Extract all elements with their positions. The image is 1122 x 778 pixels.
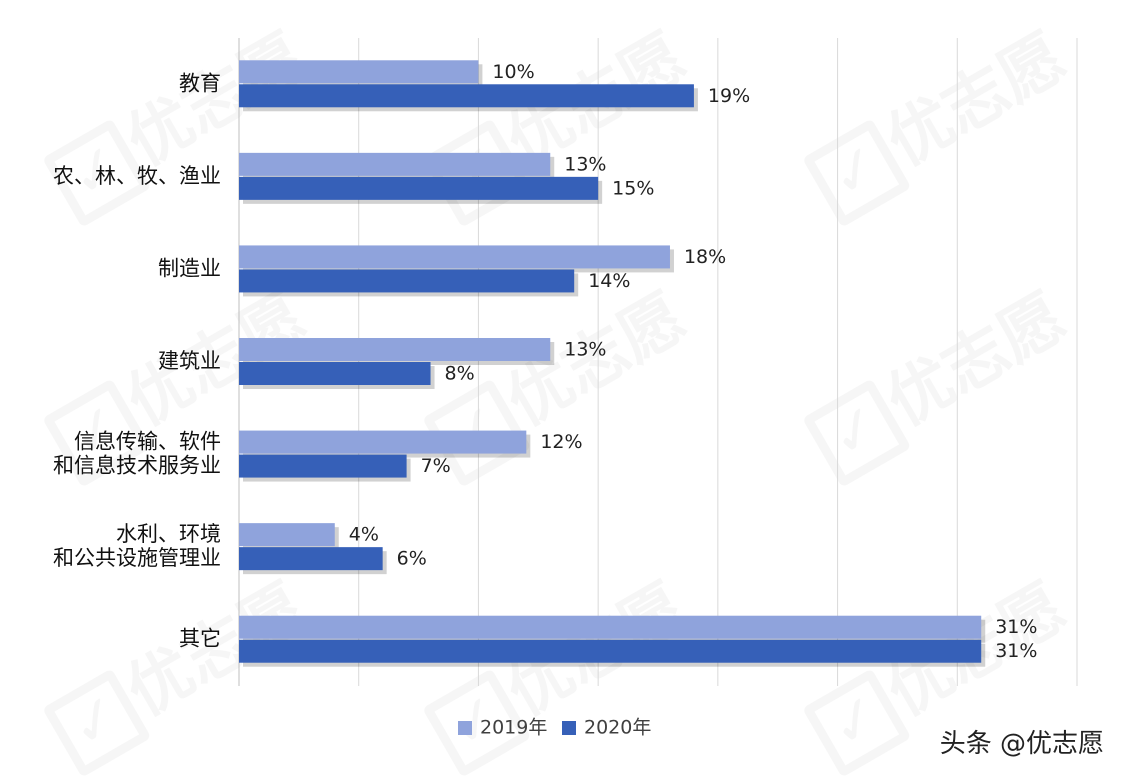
data-label: 19% [708,85,750,107]
bar-2019 [239,430,527,454]
data-label: 12% [540,431,582,453]
bar-2019 [239,245,670,269]
legend-label: 2019年 [480,717,547,739]
data-label: 15% [612,177,654,199]
data-label: 4% [349,524,379,546]
bar-2019 [239,60,479,84]
category-label: 教育 [179,71,221,95]
bar-2019 [239,523,335,547]
bar-2020 [239,84,694,108]
bar-2020 [239,362,431,385]
data-label: 8% [445,363,475,385]
data-label: 7% [421,455,451,477]
data-label: 31% [995,640,1037,662]
category-label: 和信息技术服务业 [53,454,221,478]
category-label: 水利、环境 [116,522,221,546]
bar-2020 [239,454,407,478]
data-label: 10% [492,61,534,83]
data-label: 31% [995,616,1037,638]
bar-2019 [239,615,982,639]
credit-label: 头条 @优志愿 [939,729,1104,759]
data-label: 6% [397,548,427,570]
category-label: 和公共设施管理业 [53,546,221,570]
bar-2019 [239,152,551,176]
data-label: 18% [684,246,726,268]
category-label: 农、林、牧、渔业 [53,164,221,188]
category-label: 信息传输、软件 [74,430,221,454]
category-label: 建筑业 [158,349,221,373]
legend-swatch [458,721,472,735]
bar-2019 [239,338,551,361]
bar-2020 [239,176,599,200]
data-label: 13% [564,339,606,361]
bar-2020 [239,269,575,293]
legend-swatch [562,721,576,735]
legend-label: 2020年 [584,717,651,739]
category-label: 其它 [179,627,221,651]
data-label: 13% [564,153,606,175]
bar-2020 [239,547,383,571]
data-label: 14% [588,270,630,292]
category-label: 制造业 [158,256,221,280]
bar-2020 [239,639,982,663]
